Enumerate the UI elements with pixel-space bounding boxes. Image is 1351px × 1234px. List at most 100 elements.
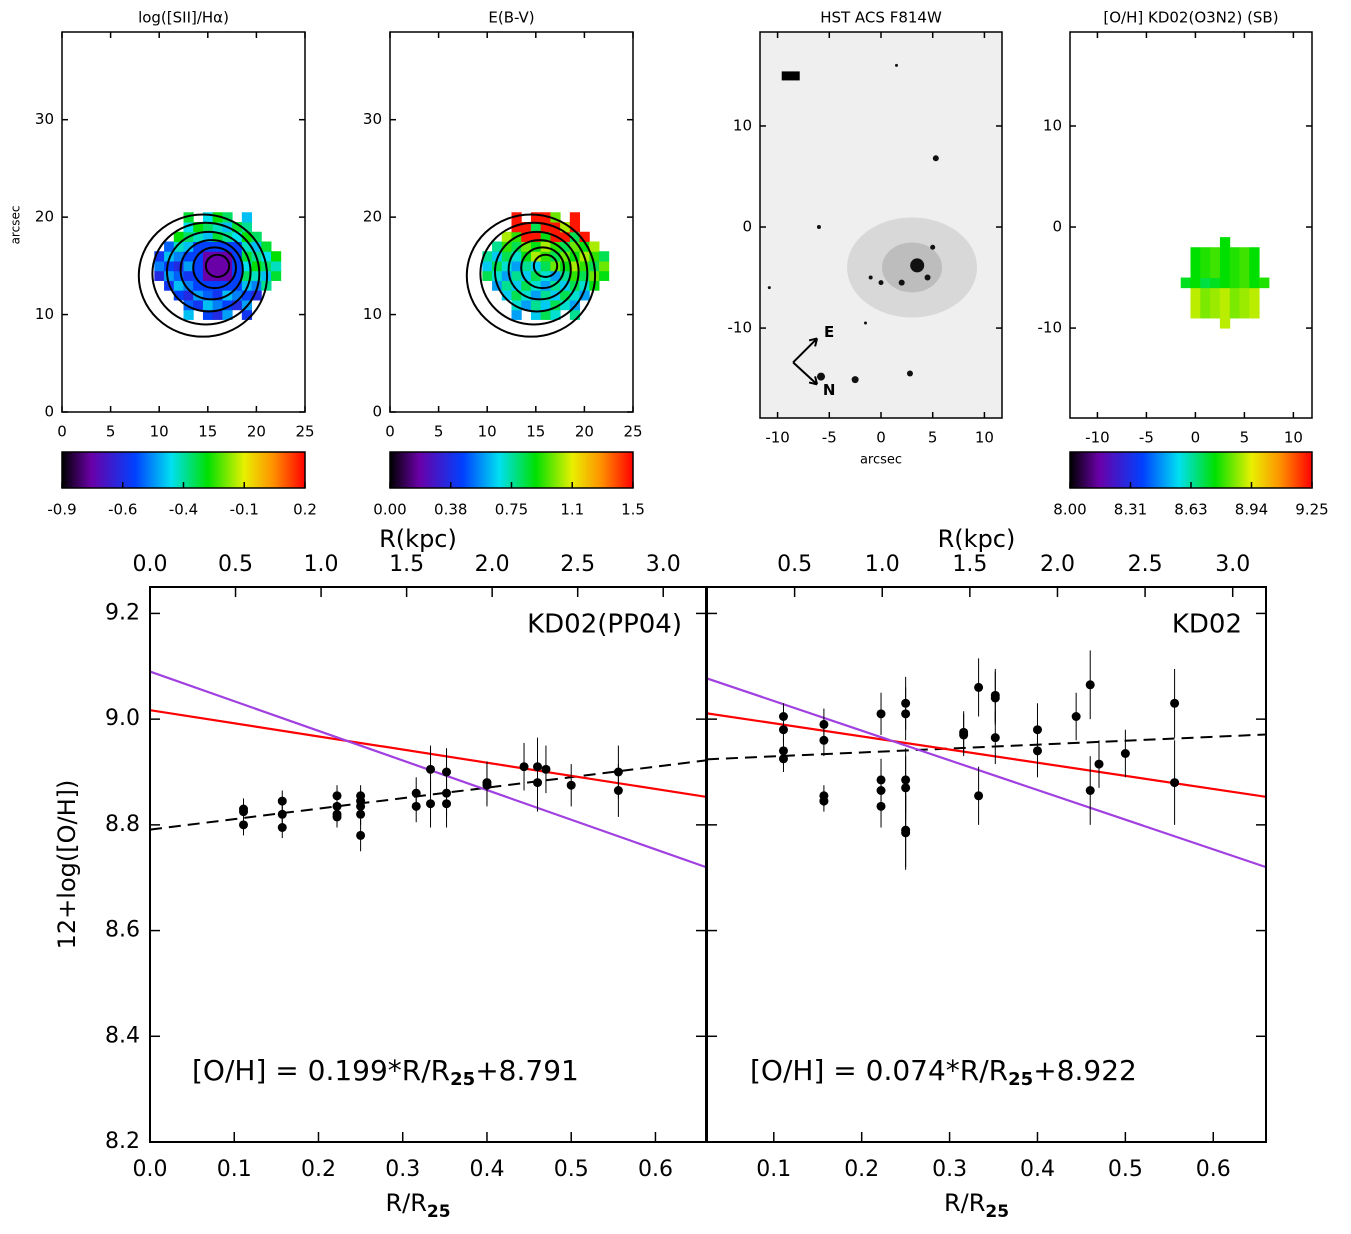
map-pixel (232, 241, 243, 252)
x-axis-label-sub: 25 (427, 1202, 451, 1222)
map-pixel (1229, 247, 1240, 258)
compass-label: E (824, 323, 834, 341)
map-pixel (569, 309, 581, 320)
map-pixel (1249, 267, 1260, 279)
map-pixel (212, 231, 223, 242)
map-pixel (569, 241, 581, 252)
map-pixel (569, 290, 581, 301)
map-pixel (193, 251, 204, 262)
map-pixel (521, 251, 532, 262)
map-pixel (560, 270, 571, 281)
map-pixel (1219, 307, 1231, 319)
x2-tick-label: 3.0 (646, 552, 681, 577)
map-pixel (193, 260, 204, 272)
map-pixel (540, 290, 551, 301)
x-axis-label-text: R/R (385, 1189, 426, 1217)
map-pixel (251, 260, 262, 272)
map-pixel (1190, 267, 1201, 279)
map-pixel (521, 231, 532, 242)
y-tick-label: -10 (728, 319, 753, 337)
data-point (1071, 712, 1081, 721)
map-pixel (1229, 297, 1240, 309)
map-pixel (251, 290, 262, 301)
map-pixel (251, 231, 262, 242)
data-point (819, 796, 829, 806)
map-pixel (193, 270, 204, 281)
panel: KD02(PP04)[O/H] = 0.199*R/R25+8.791R/R25… (53, 525, 707, 1222)
map-pixel (1249, 277, 1260, 289)
contour (479, 221, 589, 326)
panel: -10 -5 0 5 10 -10 0 10 [O/H] KD02(O3N2) (SB) 8.00… (1038, 9, 1329, 519)
x-tick-label: 5 (106, 423, 116, 441)
map-pixel (540, 309, 551, 320)
map-pixel (241, 231, 253, 242)
panel-title: HST ACS F814W (820, 9, 942, 27)
map-pixel (183, 309, 194, 320)
map-pixel (1259, 277, 1270, 289)
data-point (819, 735, 829, 745)
contour (137, 213, 269, 338)
map-pixel (501, 251, 512, 262)
panel-label: KD02(PP04) (527, 610, 682, 640)
map-pixel (1200, 267, 1211, 279)
map-pixel (1219, 287, 1231, 299)
y-tick-label: 8.6 (105, 918, 140, 943)
map-pixel (173, 251, 184, 262)
x2-tick-label: 0.5 (218, 552, 253, 577)
map-pixel (164, 260, 175, 272)
panel: 0 5 10 15 20 25 0 10 20 30 E(B-V) 0.00 0.38 0.75 1.1 1.… (363, 9, 645, 519)
x2-tick-label: 2.0 (475, 552, 510, 577)
x2-tick-label: 2.5 (560, 552, 595, 577)
map-pixel (1239, 287, 1250, 299)
axes-frame (1069, 31, 1313, 419)
x-tick-label: 0 (876, 429, 886, 447)
x-tick-label: 20 (575, 423, 594, 441)
data-point (277, 823, 287, 832)
data-point (901, 709, 911, 719)
map-pixel (212, 280, 223, 291)
data-point (876, 709, 886, 719)
x2-tick-label: 1.5 (389, 552, 424, 577)
map-pixel (1249, 287, 1260, 299)
x-tick-label: 5 (1240, 429, 1250, 447)
map-pixel (1200, 287, 1211, 299)
map-pixel (202, 212, 214, 223)
data-point (876, 801, 886, 811)
star (817, 372, 826, 381)
map-pixel (232, 251, 243, 262)
map-pixel (1200, 297, 1211, 309)
map-pixel (212, 251, 223, 262)
map-pixel (1180, 277, 1192, 289)
y-tick-label: 20 (363, 208, 382, 226)
map-pixel (212, 270, 223, 281)
data-point (566, 780, 576, 790)
contour (532, 253, 559, 278)
map-pixel (183, 212, 194, 223)
map-pixel (530, 309, 542, 320)
map-pixel (193, 241, 204, 252)
data-point (990, 693, 1000, 703)
panel-title: [O/H] KD02(O3N2) (SB) (1103, 9, 1278, 27)
map-pixel (173, 241, 184, 252)
map-pixel (212, 212, 223, 223)
map-pixel (560, 222, 571, 233)
map-pixel (579, 260, 590, 272)
contour (165, 230, 252, 313)
map-pixel (550, 251, 561, 262)
colorbar-tick-label: 1.5 (621, 501, 645, 519)
map-pixel (241, 280, 253, 291)
star (906, 370, 913, 377)
map-pixel (1190, 277, 1201, 289)
data-point (356, 830, 366, 840)
map-pixel (511, 212, 522, 223)
map-pixel (1249, 247, 1260, 258)
star (930, 244, 936, 250)
y-tick-label: 0 (742, 218, 752, 236)
map-pixel (202, 290, 214, 301)
compass-label: N (823, 381, 836, 399)
data-point (1170, 698, 1180, 708)
map-pixel (222, 241, 233, 252)
map-pixel (501, 260, 512, 272)
map-pixel (222, 251, 233, 262)
colorbar-tick-label: -0.6 (108, 501, 137, 519)
